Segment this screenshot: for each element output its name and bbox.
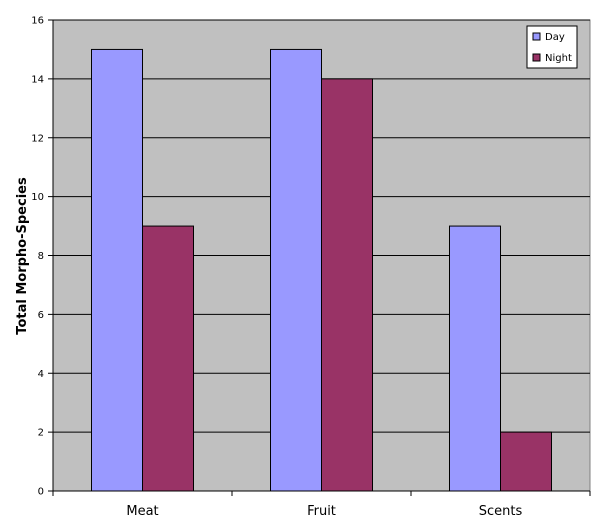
y-axis-ticks: 0 2 4 6 8 10 12 14 16 <box>31 16 53 498</box>
y-tick-label: 2 <box>38 428 44 439</box>
y-tick-label: 10 <box>31 192 44 203</box>
bar-night-fruit <box>321 78 373 492</box>
y-tick-label: 16 <box>31 16 44 27</box>
bar-day-meat <box>91 48 143 492</box>
x-axis-ticks: Meat Fruit Scents <box>52 491 591 519</box>
legend-label-day: Day <box>545 32 565 43</box>
x-tick-label: Meat <box>126 504 158 519</box>
legend: Day Night <box>526 25 578 69</box>
bar-night-scents <box>500 431 552 492</box>
bar-day-fruit <box>270 48 322 492</box>
y-tick-label: 4 <box>38 369 44 380</box>
legend-swatch-day <box>532 32 541 41</box>
bars <box>91 48 552 492</box>
y-tick-label: 0 <box>38 487 44 498</box>
y-axis-label: Total Morpho-Species <box>15 177 30 335</box>
legend-swatch-night <box>532 53 541 62</box>
legend-label-night: Night <box>545 53 572 64</box>
bar-night-meat <box>142 225 194 492</box>
bar-day-scents <box>449 225 501 492</box>
y-tick-label: 8 <box>38 251 44 262</box>
x-tick-label: Scents <box>479 504 523 519</box>
y-tick-label: 14 <box>31 74 44 85</box>
x-tick-label: Fruit <box>307 504 336 519</box>
y-tick-label: 12 <box>31 133 44 144</box>
y-tick-label: 6 <box>38 310 44 321</box>
